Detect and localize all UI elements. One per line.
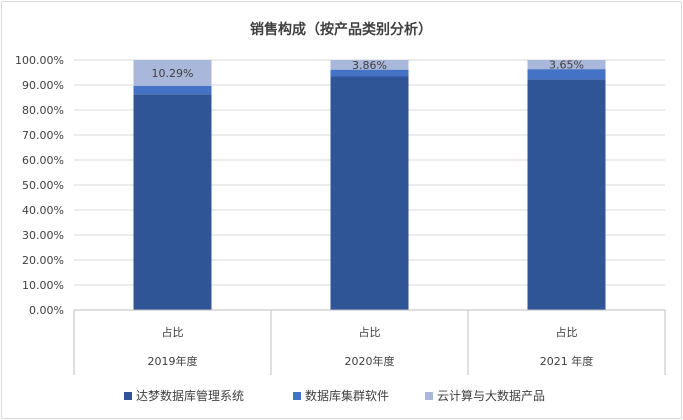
bar-segment xyxy=(527,69,606,80)
bar-segment xyxy=(133,60,212,86)
y-tick-label: 60.00% xyxy=(22,154,64,167)
bar-segment xyxy=(133,94,212,310)
legend-label: 数据库集群软件 xyxy=(305,388,389,403)
x-category-label: 占比 xyxy=(556,325,578,339)
x-group-label: 2020年度 xyxy=(345,354,395,368)
data-label: 3.86% xyxy=(352,59,387,72)
legend-swatch xyxy=(293,392,301,400)
data-labels: 10.29% 3.86% 3.65% xyxy=(152,59,584,80)
x-category-label: 占比 xyxy=(162,325,184,339)
y-tick-label: 20.00% xyxy=(22,254,64,267)
y-tick-label: 10.00% xyxy=(22,279,64,292)
bar-segment xyxy=(330,60,409,70)
y-tick-label: 40.00% xyxy=(22,204,64,217)
y-tick-label: 100.00% xyxy=(15,54,64,67)
x-category-label: 占比 xyxy=(359,325,381,339)
legend-label: 达梦数据库管理系统 xyxy=(136,388,244,403)
x-group-label: 2019年度 xyxy=(148,354,198,368)
bar-segment xyxy=(133,85,212,95)
y-tick-label: 70.00% xyxy=(22,129,64,142)
chart-title: 销售构成（按产品类别分析） xyxy=(250,21,432,38)
data-label: 3.65% xyxy=(549,59,584,72)
bar-segment xyxy=(330,76,409,310)
legend: 达梦数据库管理系统 数据库集群软件 云计算与大数据产品 xyxy=(124,388,545,403)
legend-label: 云计算与大数据产品 xyxy=(437,388,545,403)
y-tick-label: 0.00% xyxy=(29,304,64,317)
bar-segment xyxy=(330,69,409,77)
x-group-label: 2021 年度 xyxy=(540,354,594,368)
y-tick-label: 80.00% xyxy=(22,104,64,117)
legend-swatch xyxy=(425,392,433,400)
legend-swatch xyxy=(124,392,132,400)
data-label: 10.29% xyxy=(152,67,194,80)
y-tick-label: 50.00% xyxy=(22,179,64,192)
y-tick-label: 30.00% xyxy=(22,229,64,242)
bars xyxy=(133,60,606,310)
bar-segment xyxy=(527,60,606,70)
bar-segment xyxy=(527,79,606,310)
y-tick-label: 90.00% xyxy=(22,79,64,92)
y-axis-ticks: 0.00% 10.00% 20.00% 30.00% 40.00% 50.00% 60.00… xyxy=(15,54,64,317)
